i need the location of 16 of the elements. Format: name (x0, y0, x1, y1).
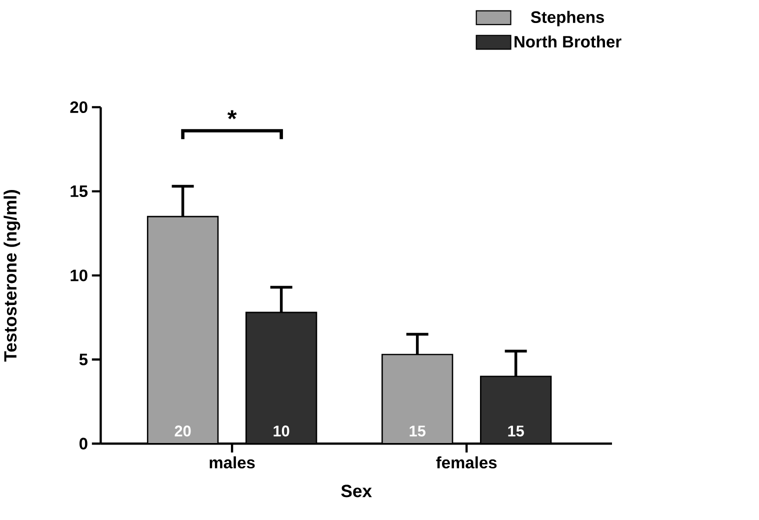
legend-label: Stephens (530, 11, 604, 26)
annotation: * (227, 110, 237, 120)
y-axis-title: Testosterone (ng/ml) (4, 190, 20, 362)
x-tick-label: males (210, 456, 255, 469)
y-tick-label: 15 (70, 186, 88, 198)
annotation: 10 (274, 426, 290, 437)
y-tick-label: 10 (70, 270, 88, 282)
x-tick-label: females (436, 456, 497, 469)
x-axis-title: Sex (341, 485, 372, 498)
annotation: 20 (174, 426, 191, 437)
annotation: 15 (508, 426, 524, 437)
annotation: 15 (410, 426, 426, 437)
y-tick-label: 0 (80, 438, 88, 450)
legend-label: North Brother (514, 36, 622, 48)
y-tick-label: 5 (79, 354, 88, 366)
y-tick-label: 20 (70, 102, 88, 114)
